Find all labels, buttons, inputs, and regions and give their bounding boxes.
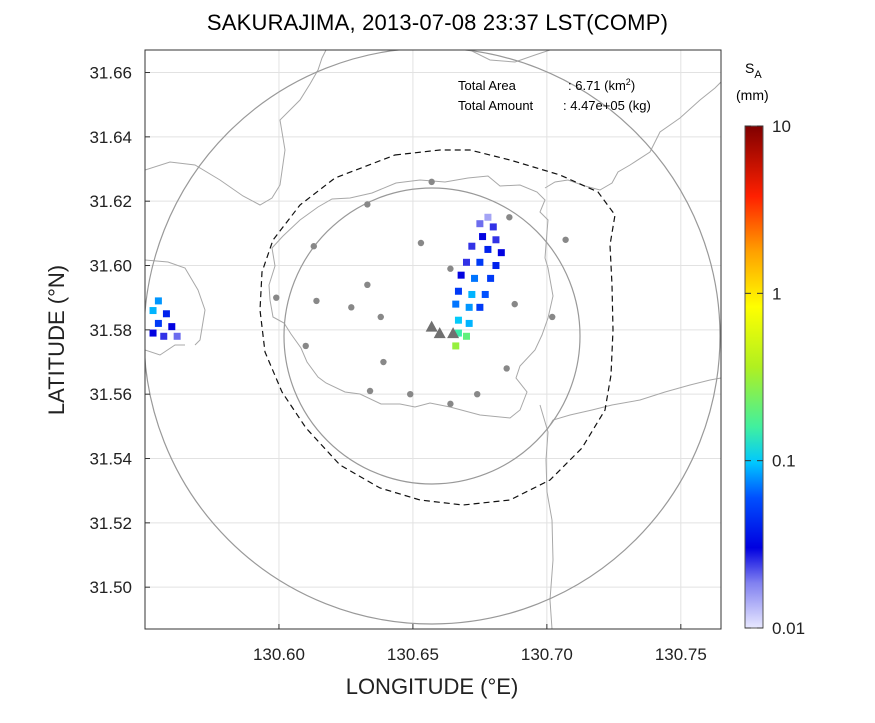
station-marker [549,313,556,321]
station-marker [366,387,374,395]
x-tick-label: 130.70 [521,645,573,664]
station-marker [506,214,513,221]
y-axis-ticks: 31.66 31.64 31.62 31.60 31.58 31.56 31.54 31.52… [89,64,150,597]
station-marker [273,294,280,301]
plot-area [145,50,721,629]
vent-marker [425,320,438,332]
y-tick-label: 31.54 [89,450,132,469]
vent-marker [447,327,460,339]
deposit-cell [471,274,479,282]
colorbar-tick-label: 1 [772,284,781,303]
deposit-cell [465,303,473,311]
coastline [145,50,721,629]
station-marker [447,400,454,408]
colorbar-tick-label: 0.1 [772,452,796,471]
y-tick-label: 31.52 [89,514,132,533]
deposit-cell [497,249,505,257]
station-marker [364,201,371,208]
station-marker [511,300,518,308]
station-marker [302,342,309,350]
y-tick-label: 31.62 [89,192,132,211]
station-marker [310,243,317,250]
y-tick-label: 31.64 [89,128,132,147]
total-amount-label: Total Amount [458,98,534,113]
station-marker [474,390,481,398]
deposit-cell [476,303,484,311]
deposit-cell [454,329,462,337]
deposit-cell [452,342,460,350]
deposit-cells [149,213,505,350]
vent-markers [425,320,460,339]
deposit-cell [462,258,470,266]
deposit-cell [154,319,162,327]
y-tick-label: 31.66 [89,64,132,83]
x-tick-label: 130.65 [387,645,439,664]
station-marker [428,178,435,186]
deposit-cell [154,297,162,305]
colorbar-ticks: 10 1 0.1 0.01 [745,117,805,638]
deposit-cell [454,287,462,295]
x-tick-label: 130.60 [253,645,305,664]
deposit-cell [468,242,476,250]
total-area-value: : 6.71 (km2) [568,77,635,93]
total-amount-value: : 4.47e+05 (kg) [563,98,651,113]
deposit-cell [162,310,170,318]
colorbar-title: SA [745,60,762,81]
deposit-cell [457,271,465,279]
station-marker [364,281,371,289]
deposit-cell [452,300,460,308]
colorbar-tick-label: 0.01 [772,619,805,638]
station-marker [313,297,320,305]
deposit-cell [487,274,495,282]
station-markers [273,178,569,408]
station-marker [377,313,384,321]
y-tick-label: 31.50 [89,578,132,597]
station-marker [380,358,387,366]
deposit-cell [492,262,500,270]
outer-range-ring [145,50,721,625]
y-tick-label: 31.60 [89,257,132,276]
deposit-cell [160,332,168,340]
colorbar-tick-label: 10 [772,117,791,136]
deposit-cell [149,329,157,337]
deposit-cell [462,332,470,340]
y-axis-label: LATITUDE (°N) [44,265,69,415]
vent-marker [433,327,446,339]
grid-lines [145,50,721,629]
y-tick-label: 31.56 [89,385,132,404]
deposit-cell [484,245,492,253]
total-area-label: Total Area [458,78,517,93]
deposit-cell [492,236,500,244]
y-tick-label: 31.58 [89,321,132,340]
station-marker [447,265,454,272]
deposit-cell [168,323,176,331]
inner-range-ring [283,187,581,485]
colorbar [744,125,764,629]
deposit-cell [465,319,473,327]
plot-frame [144,49,722,630]
chart-title: SAKURAJIMA, 2013-07-08 23:37 LST(COMP) [206,10,669,35]
deposit-cell [479,233,487,241]
deposit-cell [481,290,489,298]
station-marker [417,239,425,247]
station-marker [562,236,569,243]
deposit-cell [468,290,476,298]
station-marker [503,365,510,372]
deposit-cell [476,220,484,228]
deposit-cell [173,332,181,340]
station-marker [407,390,414,398]
colorbar-unit: (mm) [736,87,769,103]
x-axis-ticks: 130.60 130.65 130.70 130.75 [253,624,707,664]
x-tick-label: 130.75 [655,645,707,664]
x-axis-label: LONGITUDE (°E) [346,674,519,699]
deposit-cell [489,223,497,231]
station-marker [348,304,355,311]
deposit-cell [484,213,492,221]
deposit-cell [476,258,484,266]
deposit-cell [149,307,157,315]
deposit-cell [454,316,462,324]
